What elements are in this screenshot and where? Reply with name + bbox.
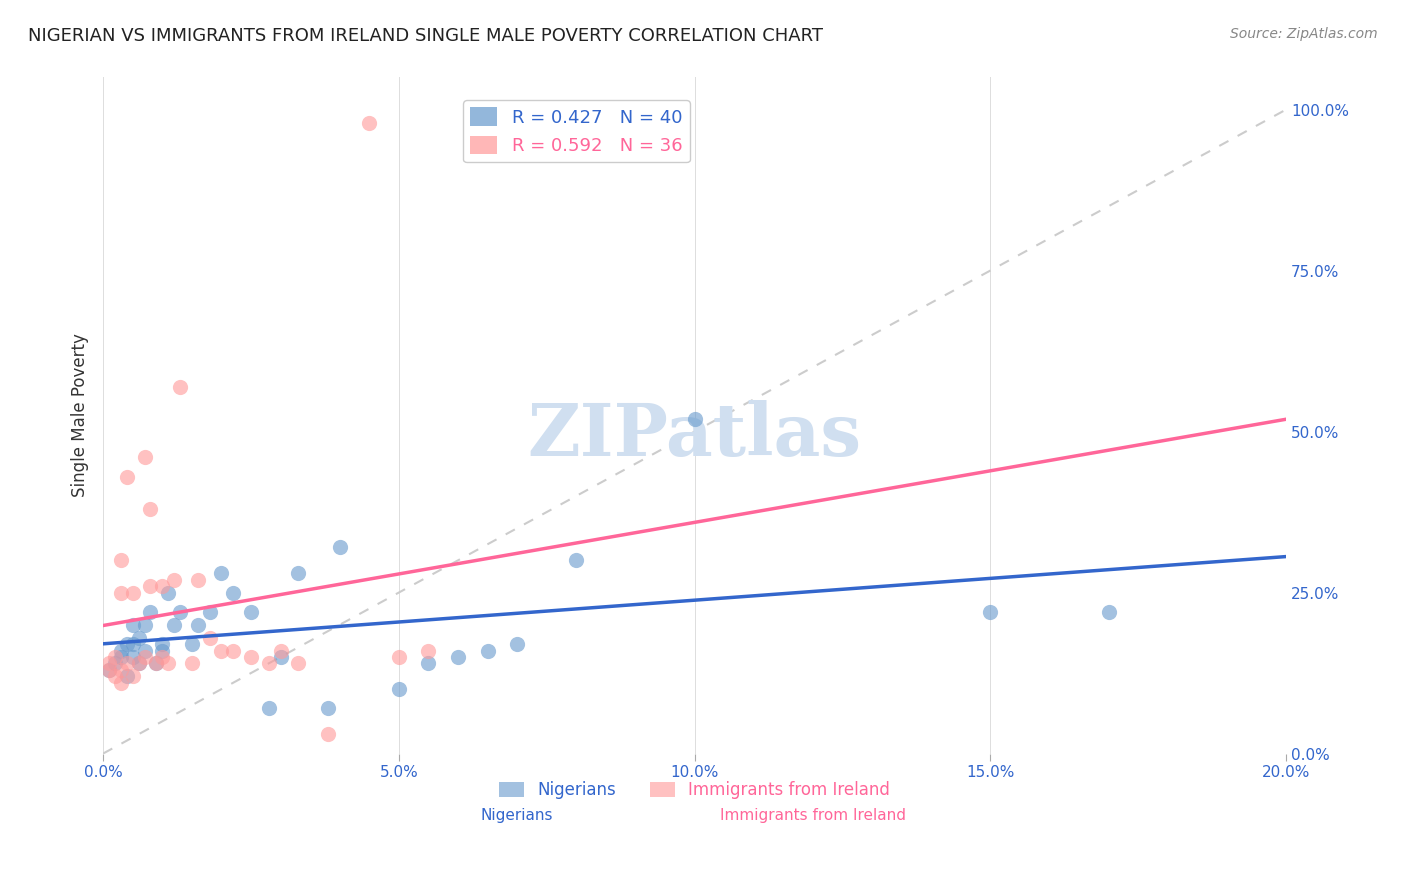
Point: [169, 379, 191, 393]
Point: [110, 663, 132, 677]
Point: [110, 585, 132, 599]
Point: [115, 469, 138, 483]
Point: [121, 649, 143, 664]
Point: [150, 643, 173, 657]
Point: [270, 643, 292, 657]
Point: [240, 605, 263, 619]
Point: [240, 649, 263, 664]
Text: Source: ZipAtlas.com: Source: ZipAtlas.com: [1230, 27, 1378, 41]
Point: [418, 657, 440, 671]
Point: [388, 682, 411, 697]
Point: [316, 727, 339, 741]
Point: [110, 675, 132, 690]
Point: [139, 501, 162, 516]
Point: [198, 605, 221, 619]
Point: [447, 649, 470, 664]
Point: [104, 669, 127, 683]
Point: [145, 657, 167, 671]
Point: [169, 605, 191, 619]
Point: [98, 663, 121, 677]
Point: [104, 649, 127, 664]
Point: [187, 617, 209, 632]
Point: [388, 649, 411, 664]
Point: [98, 663, 121, 677]
Legend: R = 0.427   N = 40, R = 0.592   N = 36: R = 0.427 N = 40, R = 0.592 N = 36: [463, 100, 689, 162]
Point: [157, 657, 180, 671]
Point: [150, 649, 173, 664]
Point: [477, 643, 499, 657]
Point: [139, 579, 162, 593]
Point: [163, 617, 186, 632]
Point: [287, 657, 309, 671]
Point: [134, 649, 156, 664]
Point: [150, 579, 173, 593]
Point: [128, 631, 150, 645]
Point: [115, 637, 138, 651]
Point: [359, 115, 381, 129]
Point: [198, 631, 221, 645]
Point: [128, 657, 150, 671]
Point: [104, 657, 127, 671]
Point: [180, 657, 202, 671]
Point: [683, 411, 706, 425]
Text: NIGERIAN VS IMMIGRANTS FROM IRELAND SINGLE MALE POVERTY CORRELATION CHART: NIGERIAN VS IMMIGRANTS FROM IRELAND SING…: [28, 27, 823, 45]
Text: Immigrants from Ireland: Immigrants from Ireland: [720, 807, 905, 822]
Point: [110, 649, 132, 664]
Point: [257, 657, 280, 671]
Point: [979, 605, 1001, 619]
Point: [110, 643, 132, 657]
Point: [316, 701, 339, 715]
Point: [222, 585, 245, 599]
Point: [134, 617, 156, 632]
Point: [134, 450, 156, 465]
Point: [209, 643, 232, 657]
Point: [163, 573, 186, 587]
Text: ZIPatlas: ZIPatlas: [527, 401, 862, 471]
Point: [257, 701, 280, 715]
Point: [287, 566, 309, 581]
Point: [565, 553, 588, 567]
Point: [222, 643, 245, 657]
Point: [145, 657, 167, 671]
Point: [418, 643, 440, 657]
Point: [270, 649, 292, 664]
Point: [121, 585, 143, 599]
Point: [187, 573, 209, 587]
Point: [1097, 605, 1119, 619]
Point: [121, 617, 143, 632]
Point: [115, 657, 138, 671]
Point: [134, 643, 156, 657]
Point: [139, 605, 162, 619]
Point: [115, 669, 138, 683]
Point: [98, 657, 121, 671]
Point: [150, 637, 173, 651]
Point: [121, 637, 143, 651]
Point: [209, 566, 232, 581]
Text: Nigerians: Nigerians: [481, 807, 554, 822]
Point: [128, 657, 150, 671]
Point: [157, 585, 180, 599]
Point: [121, 669, 143, 683]
Point: [180, 637, 202, 651]
Point: [329, 541, 352, 555]
Y-axis label: Single Male Poverty: Single Male Poverty: [72, 334, 89, 498]
Point: [506, 637, 529, 651]
Point: [110, 553, 132, 567]
